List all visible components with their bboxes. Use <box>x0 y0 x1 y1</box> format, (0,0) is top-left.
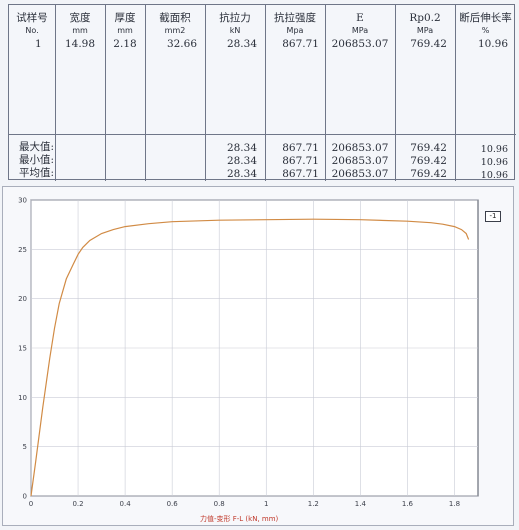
stat-value: 769.42 <box>410 155 447 167</box>
col-header-name: 宽度 <box>69 12 91 24</box>
table-col-divider <box>55 5 56 181</box>
y-tick-label: 25 <box>18 246 27 254</box>
modulus-cell: 206853.07 <box>331 38 389 50</box>
col-header-unit: % <box>481 26 490 35</box>
area-cell: 32.66 <box>166 38 197 50</box>
x-tick-label: 1 <box>264 500 268 508</box>
col-header-name: 断后伸长率 <box>459 12 512 24</box>
table-col-divider <box>145 5 146 181</box>
y-tick-label: 0 <box>23 493 27 501</box>
col-header-unit: Mpa <box>286 26 304 35</box>
y-tick-label: 20 <box>18 295 27 303</box>
table-row-divider <box>9 134 516 135</box>
stat-value: 206853.07 <box>331 155 389 167</box>
stat-value: 28.34 <box>226 155 257 167</box>
stat-label-avg: 平均值: <box>19 167 55 179</box>
stat-value: 769.42 <box>410 168 447 180</box>
stat-value: 10.96 <box>480 144 508 155</box>
table-col-divider <box>455 5 456 181</box>
thickness-cell: 2.18 <box>113 38 137 50</box>
x-tick-label: 0 <box>29 500 33 508</box>
legend-item: -1 <box>485 211 501 222</box>
width-cell: 14.98 <box>64 38 96 50</box>
stat-value: 769.42 <box>410 142 447 154</box>
y-tick-label: 10 <box>18 394 27 402</box>
y-tick-label: 30 <box>18 197 27 205</box>
stat-label-max: 最大值: <box>19 141 55 153</box>
col-header-name: 厚度 <box>114 12 136 24</box>
x-tick-label: 1.8 <box>449 500 460 508</box>
x-tick-label: 0.4 <box>120 500 132 508</box>
col-header-unit: mm <box>117 26 133 35</box>
col-header-unit: MPa <box>351 26 369 35</box>
rp02-cell: 769.42 <box>410 38 447 50</box>
stat-value: 10.96 <box>480 170 508 181</box>
col-header-name: 试样号 <box>16 12 48 24</box>
legend-label: 1 <box>492 212 497 220</box>
table-col-divider <box>105 5 106 181</box>
table-col-divider <box>395 5 396 181</box>
col-header-unit: MPa <box>416 26 434 35</box>
table-col-divider <box>325 5 326 181</box>
stat-value: 206853.07 <box>331 168 389 180</box>
stat-value: 28.34 <box>226 142 257 154</box>
col-header-unit: kN <box>229 26 241 35</box>
col-header-unit: mm <box>72 26 88 35</box>
table-col-divider <box>265 5 266 181</box>
stat-value: 10.96 <box>480 157 508 168</box>
col-header-unit: mm2 <box>164 26 186 35</box>
col-header-name: 抗拉强度 <box>274 12 316 24</box>
series-line-1 <box>30 218 470 497</box>
stat-value: 28.34 <box>226 168 257 180</box>
x-axis-label: 力值-变形 F-L (kN, mm) <box>200 515 279 523</box>
x-tick-label: 1.4 <box>355 500 367 508</box>
stat-value: 867.71 <box>282 168 319 180</box>
stat-value: 867.71 <box>282 155 319 167</box>
x-tick-label: 1.6 <box>402 500 414 508</box>
table-col-divider <box>205 5 206 181</box>
stat-value: 867.71 <box>282 142 319 154</box>
tensile-strength-cell: 867.71 <box>282 38 319 50</box>
results-table: 试样号 宽度 厚度 截面积 抗拉力 抗拉强度 E Rp0.2 断后伸长率 No.… <box>8 4 516 181</box>
sample-number-cell: 1 <box>35 38 42 50</box>
col-header-name: E <box>356 12 364 24</box>
col-header-name: Rp0.2 <box>409 12 441 24</box>
y-tick-label: 5 <box>23 443 27 451</box>
x-tick-label: 0.6 <box>167 500 179 508</box>
stat-label-min: 最小值: <box>19 154 55 166</box>
elongation-cell: 10.96 <box>477 38 508 50</box>
col-header-name: 截面积 <box>159 12 191 24</box>
tensile-force-cell: 28.34 <box>226 38 257 50</box>
stat-value: 206853.07 <box>331 142 389 154</box>
x-tick-label: 0.8 <box>214 500 225 508</box>
col-header-name: 抗拉力 <box>219 12 251 24</box>
x-tick-label: 1.2 <box>308 500 319 508</box>
col-header-unit: No. <box>25 26 39 35</box>
y-tick-label: 15 <box>18 345 27 353</box>
x-tick-label: 0.2 <box>72 500 83 508</box>
